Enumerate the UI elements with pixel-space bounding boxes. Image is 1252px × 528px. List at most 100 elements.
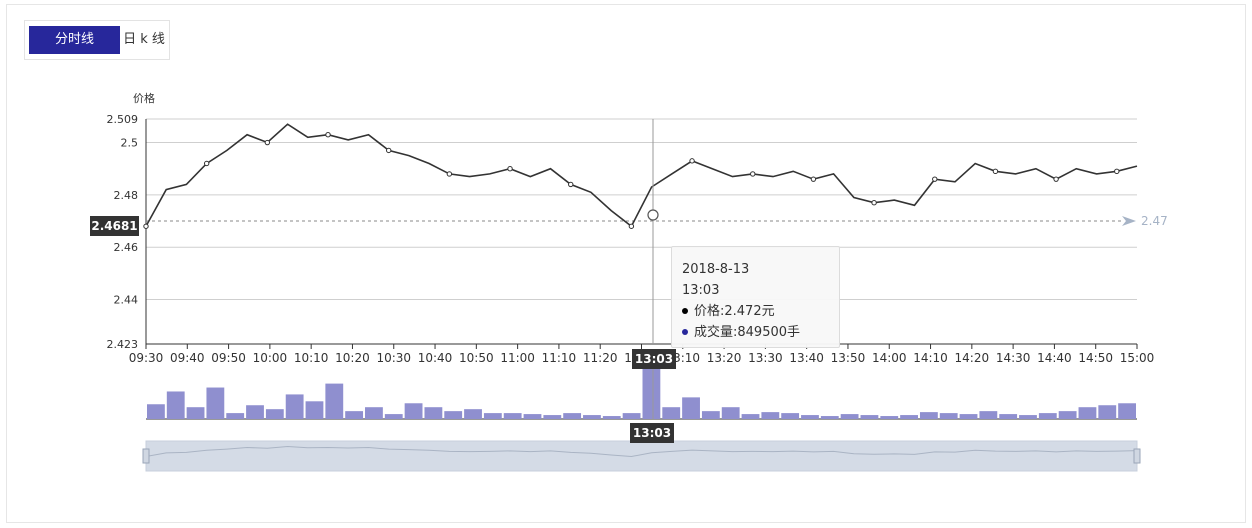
x-tick-label: 14:50 (1078, 351, 1113, 365)
volume-bar (543, 415, 562, 419)
tooltip: 2018-8-13 13:03 价格:2.472元 成交量:849500手 (671, 246, 840, 348)
price-point (932, 176, 938, 182)
tab-intraday[interactable]: 分时线 (29, 26, 120, 54)
x-tick-label: 10:20 (335, 351, 370, 365)
zoom-slider-preview (145, 445, 1138, 458)
price-point (507, 166, 513, 172)
tooltip-volume-row: 成交量:849500手 (682, 322, 839, 343)
tab-daily-k[interactable]: 日 k 线 (123, 32, 165, 47)
crosshair-point (647, 209, 659, 221)
x-tick-label: 09:50 (211, 351, 246, 365)
y-tick-label: 2.5 (121, 137, 139, 150)
x-tick-label: 14:00 (872, 351, 907, 365)
volume-bar (444, 411, 463, 419)
tooltip-price-row: 价格:2.472元 (682, 301, 839, 322)
x-tick-label: 10:40 (418, 351, 453, 365)
zoom-handle-right (1133, 448, 1141, 464)
x-tick-label: 13:50 (831, 351, 866, 365)
x-tick-label: 13:20 (707, 351, 742, 365)
price-point (1114, 168, 1120, 175)
volume-bar (483, 413, 502, 419)
x-tick-label: 14:20 (955, 351, 990, 365)
volume-bar (147, 404, 165, 419)
y-tick-label: 2.509 (107, 113, 139, 126)
volume-bar (1058, 411, 1077, 419)
x-tick-label: 14:10 (913, 351, 948, 365)
volume-bar (761, 412, 780, 419)
volume-bar (662, 407, 681, 419)
y-tick-label: 2.423 (107, 338, 139, 351)
volume-bar (265, 409, 284, 419)
tooltip-time: 13:03 (682, 283, 720, 298)
x-tick-label: 10:30 (376, 351, 411, 365)
volume-bar (781, 413, 800, 419)
volume-bar (880, 416, 899, 419)
tooltip-price: 价格:2.472元 (694, 304, 775, 319)
x-tick-label: 13:30 (748, 351, 783, 365)
price-point (568, 181, 574, 188)
volume-bar (682, 397, 700, 419)
price-point (143, 223, 149, 229)
x-axis-pointer-label: 13:03 (632, 349, 676, 369)
price-point (446, 171, 453, 177)
volume-bar (246, 405, 264, 419)
volume-bar (523, 414, 542, 419)
volume-bar (721, 407, 740, 419)
volume-bar (404, 403, 423, 419)
volume-bar (900, 415, 918, 419)
price-point (1053, 176, 1059, 182)
price-point (385, 147, 392, 154)
x-tick-label: 14:40 (1037, 351, 1072, 365)
y-tick-label: 2.44 (114, 294, 139, 307)
x-tick-label: 10:50 (459, 351, 494, 365)
volume-bar (622, 413, 641, 419)
price-point (871, 200, 877, 206)
volume-dot (682, 328, 688, 335)
mark-line-arrow (1122, 216, 1136, 226)
volume-bar (325, 383, 344, 419)
y-tick-label: 2.46 (114, 241, 139, 254)
volume-pointer-label: 13:03 (630, 423, 674, 443)
x-tick-label: 14:30 (996, 351, 1031, 365)
price-point (325, 131, 331, 138)
volume-bar (384, 414, 403, 419)
volume-bar (701, 411, 720, 419)
y-tick-label: 2.48 (114, 189, 139, 202)
volume-bar (305, 401, 324, 419)
volume-bar (1078, 407, 1097, 419)
tooltip-date: 2018-8-13 (682, 262, 750, 277)
volume-bar (186, 407, 205, 419)
x-tick-label: 10:10 (294, 351, 329, 365)
volume-bar (919, 412, 938, 419)
chart-type-tabs: 分时线 日 k 线 (24, 20, 170, 60)
price-point (628, 223, 635, 229)
volume-bar (503, 413, 522, 419)
volume-bar (939, 413, 958, 419)
price-point (203, 160, 210, 167)
price-point (992, 168, 999, 175)
volume-bar (464, 409, 482, 419)
volume-bar (424, 407, 443, 419)
x-tick-label: 09:40 (170, 351, 205, 365)
y-axis-name: 价格 (133, 91, 155, 105)
volume-bar (226, 413, 245, 419)
volume-bar (285, 394, 304, 419)
x-tick-label: 09:30 (129, 351, 164, 365)
volume-bar (1038, 413, 1057, 419)
volume-bar (801, 415, 819, 419)
price-point (689, 158, 695, 164)
y-axis-pointer-label: 2.4681 (90, 216, 139, 236)
volume-bar (999, 414, 1018, 419)
volume-bar (365, 407, 383, 419)
price-point (810, 176, 817, 182)
volume-bar (602, 416, 621, 419)
volume-bar (840, 414, 859, 419)
x-tick-label: 11:00 (500, 351, 535, 365)
tooltip-volume: 成交量:849500手 (694, 325, 801, 340)
price-dot (682, 307, 688, 314)
volume-bar (860, 415, 879, 419)
x-tick-label: 10:00 (253, 351, 288, 365)
mark-line-label: 2.47 (1141, 214, 1168, 228)
volume-bar (642, 360, 661, 419)
